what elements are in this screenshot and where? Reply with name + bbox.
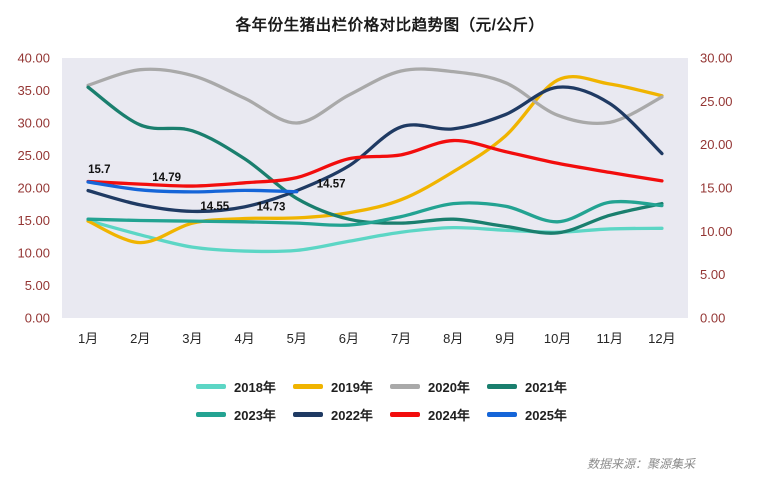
point-label-2025年: 14.57 xyxy=(317,179,346,191)
left-axis-tick: 25.00 xyxy=(17,148,50,163)
left-axis-tick: 10.00 xyxy=(17,246,50,261)
right-axis-tick: 0.00 xyxy=(700,311,725,326)
point-label-2025年: 14.55 xyxy=(200,201,229,213)
legend-item-2024年: 2024年 xyxy=(390,405,487,424)
point-label-2025年: 14.73 xyxy=(257,201,286,213)
x-axis-label: 6月 xyxy=(339,331,359,346)
x-axis-label: 9月 xyxy=(495,331,515,346)
series-line-2025年 xyxy=(86,180,299,194)
left-axis-tick: 0.00 xyxy=(25,311,50,326)
plot-area xyxy=(62,58,688,318)
data-source-note: 数据来源：聚源集采 xyxy=(586,457,695,471)
x-axis-label: 1月 xyxy=(78,331,98,346)
legend-swatch-icon xyxy=(390,384,420,389)
legend-label: 2018年 xyxy=(234,380,276,395)
legend-label: 2020年 xyxy=(428,380,470,395)
right-axis-tick: 30.00 xyxy=(700,51,733,66)
left-axis-tick: 40.00 xyxy=(17,51,50,66)
legend-swatch-icon xyxy=(390,412,420,417)
legend-item-2020年: 2020年 xyxy=(390,377,487,396)
point-label-2025年: 15.7 xyxy=(88,164,110,176)
legend-swatch-icon xyxy=(487,412,517,417)
x-axis-label: 8月 xyxy=(443,331,463,346)
x-axis-label: 10月 xyxy=(544,331,571,346)
legend-item-2023年: 2023年 xyxy=(196,405,293,424)
left-axis-tick: 15.00 xyxy=(17,213,50,228)
legend-swatch-icon xyxy=(293,412,323,417)
legend-item-2022年: 2022年 xyxy=(293,405,390,424)
right-axis-tick: 10.00 xyxy=(700,224,733,239)
legend-row: 2023年 2022年 2024年 2025年 xyxy=(196,405,584,424)
legend-swatch-icon xyxy=(293,384,323,389)
left-axis-tick: 20.00 xyxy=(17,181,50,196)
legend-swatch-icon xyxy=(196,412,226,417)
series-line-2024年 xyxy=(86,138,664,188)
right-axis-tick: 20.00 xyxy=(700,137,733,152)
x-axis-label: 5月 xyxy=(287,331,307,346)
legend-label: 2019年 xyxy=(331,380,373,395)
x-axis-label: 4月 xyxy=(234,331,254,346)
x-axis-label: 12月 xyxy=(648,331,675,346)
left-axis-tick: 30.00 xyxy=(17,116,50,131)
chart-title: 各年份生猪出栏价格对比趋势图（元/公斤） xyxy=(235,17,545,34)
x-axis-label: 11月 xyxy=(597,331,624,346)
right-axis-tick: 25.00 xyxy=(700,94,733,109)
legend-item-2019年: 2019年 xyxy=(293,377,390,396)
legend-label: 2021年 xyxy=(525,380,567,395)
legend-label: 2022年 xyxy=(331,408,373,423)
right-axis-tick: 15.00 xyxy=(700,181,733,196)
legend-item-2025年: 2025年 xyxy=(487,405,584,424)
series-line-2023年 xyxy=(86,199,664,227)
left-axis-tick: 35.00 xyxy=(17,83,50,98)
legend-item-2018年: 2018年 xyxy=(196,377,293,396)
legend-swatch-icon xyxy=(196,384,226,389)
x-axis-label: 7月 xyxy=(391,331,411,346)
chart-legend: 2018年 2019年 2020年 2021年 2023年 2022年 2024年 2025年 xyxy=(0,377,780,424)
point-label-2025年: 14.79 xyxy=(152,172,181,184)
x-axis-label: 3月 xyxy=(182,331,202,346)
legend-label: 2024年 xyxy=(428,408,470,423)
series-line-2020年 xyxy=(86,67,664,126)
legend-swatch-icon xyxy=(487,384,517,389)
left-axis-tick: 5.00 xyxy=(25,278,50,293)
right-axis-tick: 5.00 xyxy=(700,267,725,282)
legend-row: 2018年 2019年 2020年 2021年 xyxy=(196,377,584,396)
legend-label: 2023年 xyxy=(234,408,276,423)
x-axis-label: 2月 xyxy=(130,331,150,346)
legend-item-2021年: 2021年 xyxy=(487,377,584,396)
series-line-2022年 xyxy=(86,85,664,214)
series-line-2019年 xyxy=(86,75,664,245)
legend-label: 2025年 xyxy=(525,408,567,423)
trend-line-chart: 0.00 5.00 10.00 15.00 20.00 25.00 30.00 35.00 40… xyxy=(17,51,733,347)
